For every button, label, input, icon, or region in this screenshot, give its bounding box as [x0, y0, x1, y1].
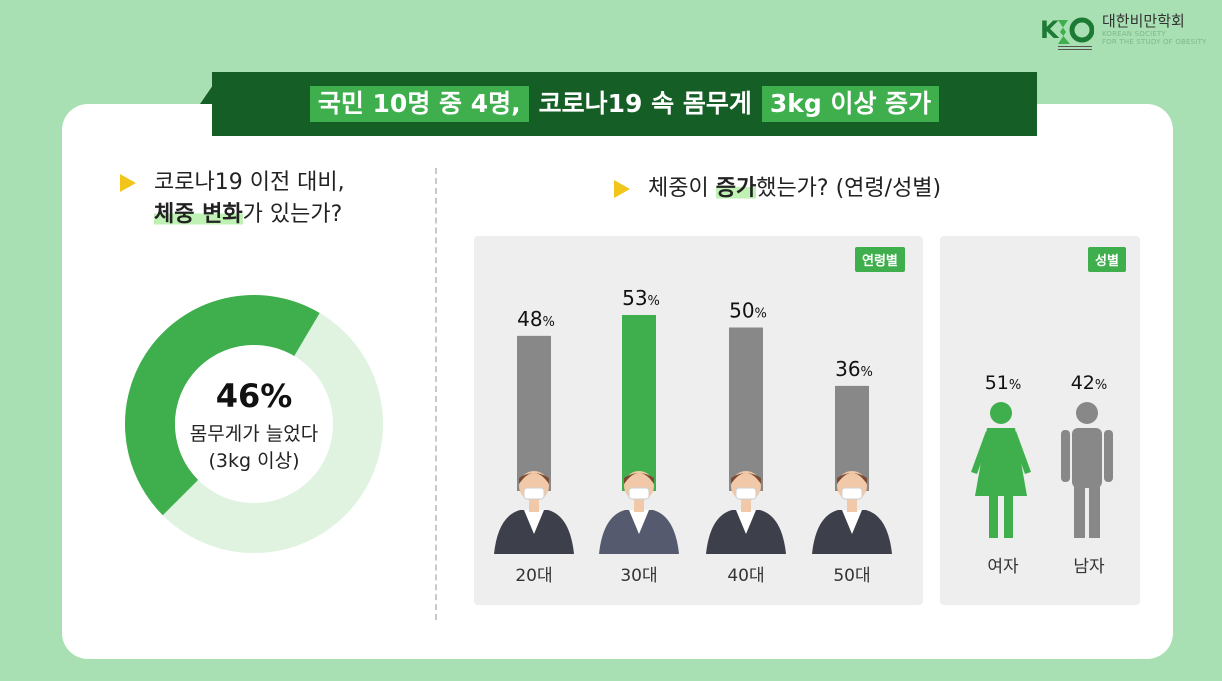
age-bar-chart: 48% 20대 53% 30대 50% 40대 36% 50대 [494, 286, 892, 586]
gender-value-label: 51% [985, 372, 1022, 394]
person-hair [731, 473, 761, 484]
category-label: 30대 [620, 566, 657, 586]
donut-label-line1: 몸무게가 늘었다 [190, 423, 318, 445]
logo-name-en-1: KOREAN SOCIETY [1102, 30, 1166, 38]
gender-tag: 성별 [1088, 247, 1126, 272]
bar [517, 335, 551, 491]
gender-label: 여자 [987, 557, 1019, 577]
gender-label: 남자 [1073, 557, 1105, 577]
bullet-triangle-icon [614, 180, 630, 198]
left-question: 코로나19 이전 대비, 체중 변화가 있는가? [154, 167, 345, 231]
bar [622, 314, 656, 491]
category-label: 40대 [727, 566, 764, 586]
title-banner: 국민 10명 중 4명, 코로나19 속 몸무게 3kg 이상 증가 [212, 72, 1037, 136]
logo-name-en-2: FOR THE STUDY OF OBESITY [1102, 38, 1207, 46]
person-shirt [842, 510, 862, 534]
right-question: 체중이 증가했는가? (연령/성별) [648, 173, 941, 205]
gender-value-label: 42% [1071, 372, 1108, 394]
gender-panel [940, 236, 1140, 605]
bar [729, 327, 763, 491]
bullet-triangle-icon [120, 174, 136, 192]
donut-chart: 46% 몸무게가 늘었다 (3kg 이상) [125, 295, 383, 553]
person-mask [841, 487, 863, 500]
person-shirt [736, 510, 756, 534]
person-hair [519, 473, 549, 484]
kso-logo-icon: K [1040, 16, 1094, 50]
banner-highlight-2: 3kg 이상 증가 [761, 86, 940, 122]
age-tag: 연령별 [855, 247, 905, 272]
logo: K 대한비만학회 KOREAN SOCIETY FOR THE STUDY OF… [1040, 12, 1207, 52]
bar-group-20대: 48% 20대 [494, 307, 574, 586]
donut-label-line2: (3kg 이상) [209, 450, 300, 472]
logo-name-ko: 대한비만학회 [1102, 12, 1185, 30]
person-mask [628, 487, 650, 500]
left-question-line2: 체중 변화가 있는가? [154, 199, 345, 231]
bar-group-40대: 50% 40대 [706, 299, 786, 586]
category-label: 20대 [515, 566, 552, 586]
person-neck [847, 500, 857, 512]
person-neck [741, 500, 751, 512]
right-question-mark: 증가 [715, 176, 757, 201]
bar-value-label: 48% [517, 307, 555, 331]
person-hair [837, 473, 867, 484]
bar-value-label: 53% [622, 286, 660, 310]
bar-group-30대: 53% 30대 [599, 286, 679, 586]
gender-group-남자: 42% 남자 [1061, 372, 1113, 577]
left-question-line1: 코로나19 이전 대비, [154, 170, 345, 195]
right-question-pre: 체중이 [648, 176, 716, 201]
person-neck [529, 500, 539, 512]
left-question-mark: 체중 변화 [154, 202, 243, 227]
male-icon [1061, 402, 1113, 538]
banner-text: 코로나19 속 몸무게 [538, 89, 752, 118]
left-question-rest: 가 있는가? [242, 202, 343, 227]
person-neck [634, 500, 644, 512]
donut-center [175, 345, 333, 503]
person-shirt [629, 510, 649, 534]
category-label: 50대 [833, 566, 870, 586]
donut-percent: 46% [216, 377, 293, 415]
dashed-divider [435, 168, 437, 620]
donut-value-arc [125, 295, 320, 516]
svg-text:K: K [1040, 16, 1060, 44]
gender-group-여자: 51% 여자 [971, 372, 1031, 577]
banner-highlight-1: 국민 10명 중 4명, [309, 86, 529, 122]
bar-value-label: 36% [835, 357, 873, 381]
right-question-post: 했는가? (연령/성별) [756, 176, 942, 201]
bar-group-50대: 36% 50대 [812, 357, 892, 586]
person-hair [624, 473, 654, 484]
bar-value-label: 50% [729, 299, 767, 323]
person-mask [735, 487, 757, 500]
person-shirt [524, 510, 544, 534]
person-mask [523, 487, 545, 500]
female-icon [971, 402, 1031, 538]
gender-chart: 51% 여자 42% 남자 [971, 372, 1113, 577]
